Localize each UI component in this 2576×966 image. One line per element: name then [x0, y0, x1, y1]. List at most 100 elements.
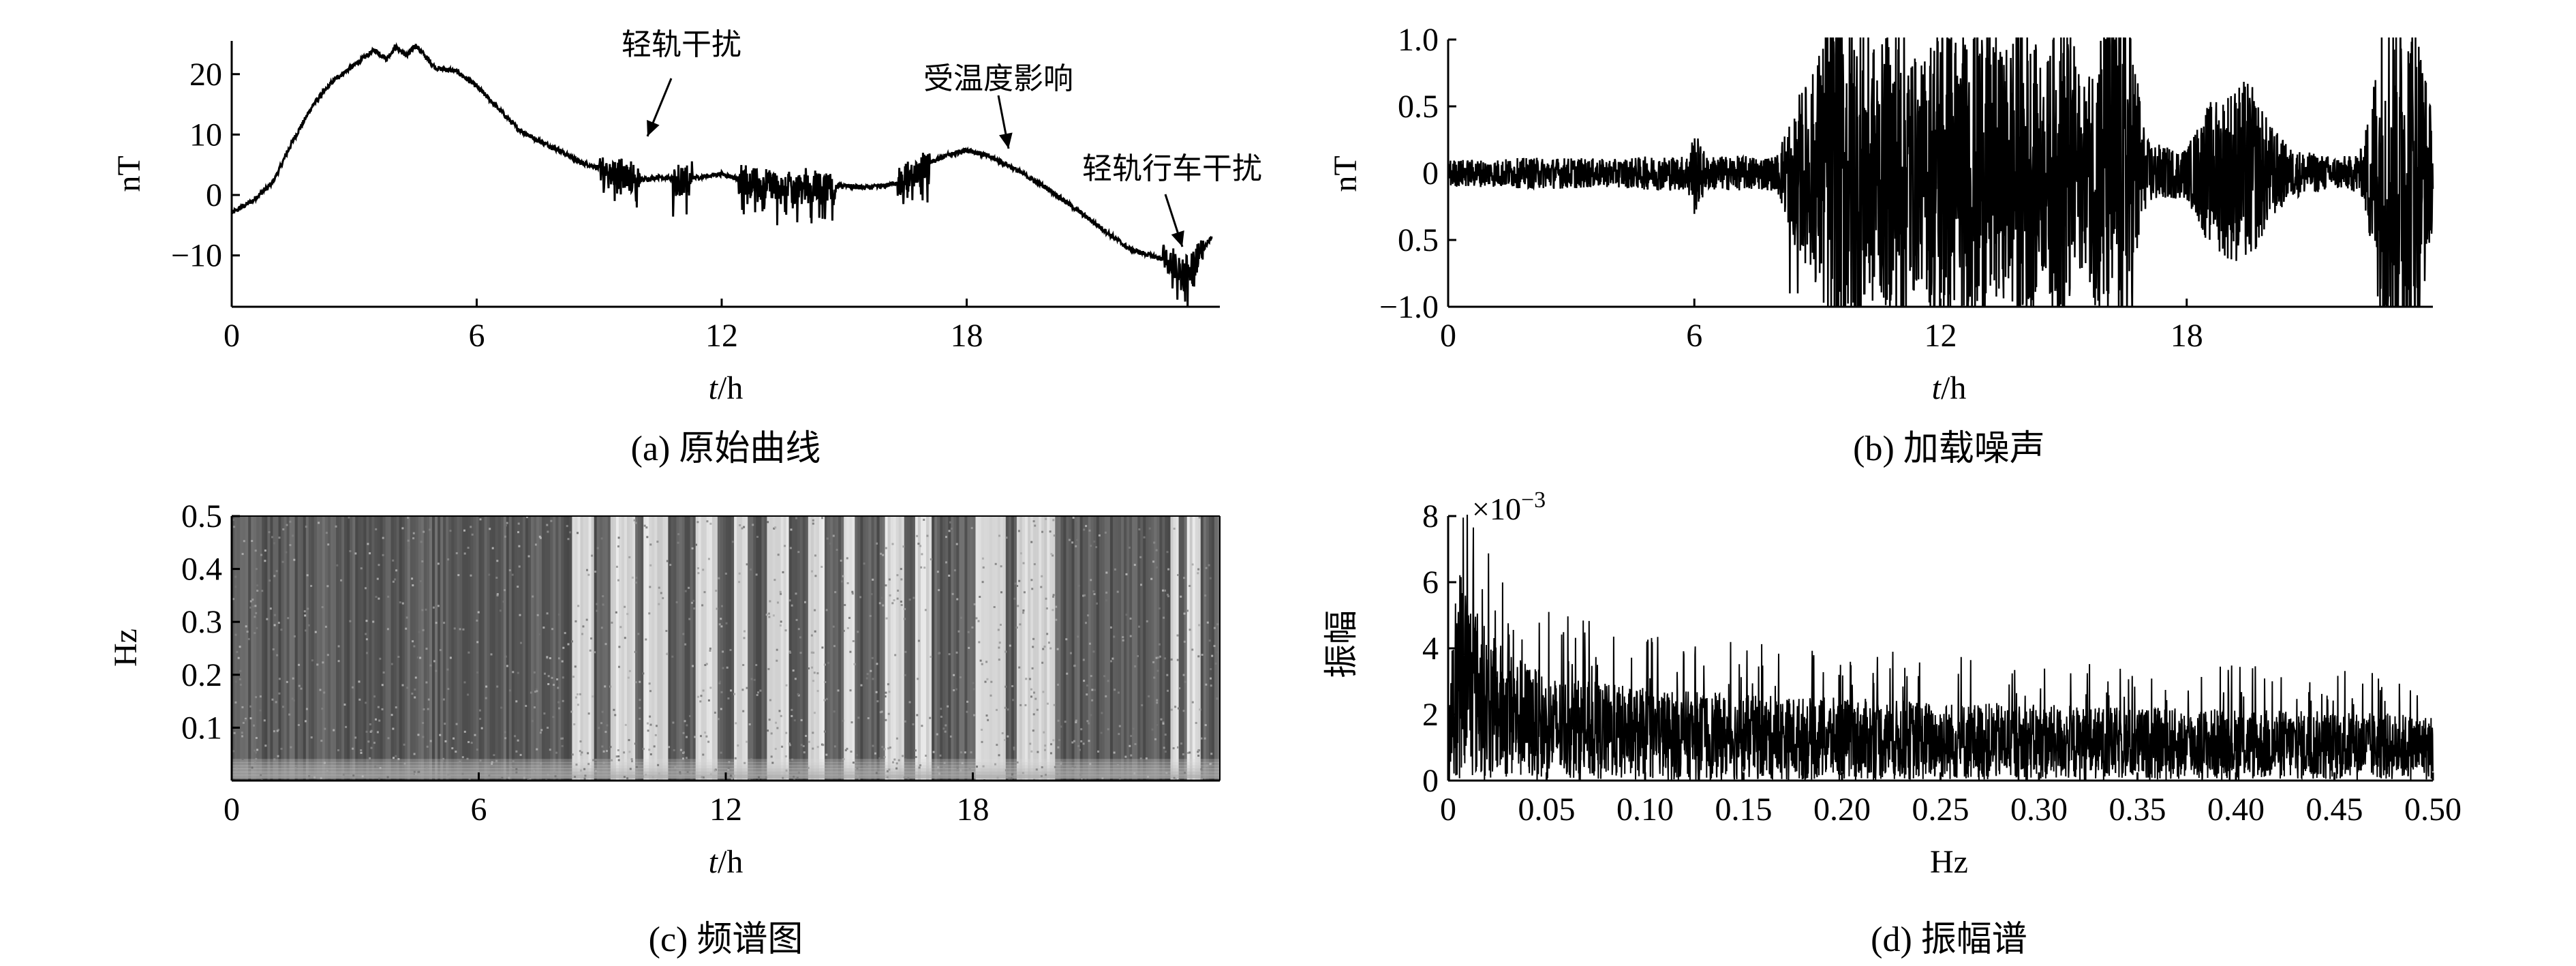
spectrogram-speckle: [998, 754, 1000, 757]
spectrogram-column: [1129, 516, 1133, 781]
spectrogram-speckle: [476, 619, 478, 622]
spectrogram-column: [657, 516, 660, 781]
spectrogram-speckle: [1122, 636, 1124, 639]
spectrogram-speckle: [774, 748, 777, 750]
spectrogram-column: [596, 516, 600, 781]
spectrogram-speckle: [999, 624, 1002, 626]
spectrogram-speckle: [639, 718, 641, 720]
spectrogram-speckle: [342, 773, 345, 776]
spectrogram-speckle: [767, 521, 769, 524]
spectrogram-speckle: [577, 704, 579, 706]
spectrogram-column: [1085, 516, 1089, 781]
spectrogram-speckle: [455, 552, 458, 554]
spectrogram-column: [1082, 516, 1086, 781]
spectrogram-speckle: [408, 547, 410, 549]
spectrogram-speckle: [1200, 768, 1203, 770]
spectrogram-speckle: [951, 592, 954, 595]
panel-d-amplitude-spectrum: 0 0.05 0.10 0.15 0.20 0.25 0.30 0.35 0.40 0.45 0.5…: [1322, 487, 2462, 959]
spectrogram-column: [536, 516, 540, 781]
spectrogram-column: [934, 516, 938, 781]
spectrogram-speckle: [1122, 639, 1124, 642]
spectrogram-speckle: [1083, 680, 1086, 682]
spectrogram-speckle: [733, 774, 735, 777]
spectrogram-column: [1217, 516, 1220, 781]
spectrogram-speckle: [936, 733, 938, 736]
spectrogram-speckle: [872, 744, 874, 747]
spectrogram-speckle: [437, 562, 440, 565]
spectrogram-speckle: [743, 526, 746, 528]
spectrogram-speckle: [827, 661, 829, 664]
spectrogram-column: [624, 516, 628, 781]
y-tick-label: 0.2: [181, 657, 222, 693]
spectrogram-speckle: [401, 602, 404, 605]
spectrogram-speckle: [591, 554, 594, 557]
spectrogram-speckle: [688, 586, 690, 589]
spectrogram-speckle: [1191, 701, 1194, 704]
spectrogram-speckle: [256, 749, 259, 751]
spectrogram-speckle: [259, 709, 262, 712]
spectrogram-speckle: [1075, 721, 1077, 723]
spectrogram-speckle: [379, 767, 382, 770]
spectrogram-speckle: [784, 629, 787, 632]
spectrogram-column: [517, 516, 521, 781]
spectrogram-column: [1167, 516, 1171, 781]
spectrogram-speckle: [785, 769, 788, 772]
spectrogram-speckle: [781, 745, 784, 748]
spectrogram-speckle: [973, 603, 976, 605]
spectrogram-speckle: [1105, 571, 1108, 574]
spectrogram-column: [410, 516, 414, 781]
spectrogram-speckle: [658, 586, 660, 589]
spectrogram-speckle: [251, 766, 254, 769]
spectrogram-speckle: [665, 630, 668, 632]
spectrogram-speckle: [648, 749, 651, 751]
spectrogram-speckle: [500, 706, 503, 709]
spectrogram-speckle: [1113, 751, 1116, 754]
spectrogram-speckle: [777, 601, 779, 604]
spectrogram-speckle: [584, 774, 587, 777]
spectrogram-speckle: [471, 533, 474, 536]
spectrogram-column: [772, 516, 776, 781]
spectrogram-speckle: [1162, 722, 1165, 725]
spectrogram-speckle: [530, 691, 532, 694]
spectrogram-speckle: [1145, 757, 1148, 760]
spectrogram-speckle: [583, 777, 586, 780]
spectrogram-speckle: [1025, 678, 1028, 680]
spectrogram-speckle: [721, 605, 723, 607]
spectrogram-speckle: [461, 756, 464, 759]
spectrogram-speckle: [738, 581, 741, 584]
spectrogram-speckle: [702, 753, 705, 756]
spectrogram-column: [917, 516, 921, 781]
spectrogram-speckle: [459, 628, 461, 631]
spectrogram-speckle: [1124, 768, 1126, 770]
spectrogram-speckle: [1005, 537, 1008, 539]
spectrogram-column: [248, 516, 251, 781]
spectrogram-speckle: [1011, 773, 1013, 776]
spectrogram-speckle: [709, 686, 712, 689]
spectrogram-column: [506, 516, 510, 781]
spectrogram-speckle: [587, 573, 590, 576]
spectrogram-speckle: [769, 600, 771, 603]
spectrogram-speckle: [289, 520, 292, 523]
spectrogram-speckle: [517, 531, 519, 534]
spectrogram-column: [267, 516, 271, 781]
spectrogram-column: [1211, 516, 1215, 781]
spectrogram-speckle: [628, 556, 631, 558]
spectrogram-column: [649, 516, 652, 781]
spectrogram-speckle: [1184, 772, 1186, 774]
spectrogram-speckle: [866, 763, 868, 766]
spectrogram-speckle: [614, 714, 617, 716]
spectrogram-speckle: [697, 572, 700, 575]
spectrogram-speckle: [1017, 530, 1020, 532]
spectrogram-column: [528, 516, 532, 781]
spectrogram-speckle: [324, 727, 326, 730]
spectrogram-speckle: [278, 678, 281, 680]
spectrogram-column: [621, 516, 625, 781]
spectrogram-speckle: [810, 651, 813, 654]
spectrogram-column: [690, 516, 694, 781]
spectrogram-speckle: [888, 578, 891, 581]
spectrogram-speckle: [851, 592, 854, 595]
spectrogram-column: [602, 516, 606, 781]
spectrogram-speckle: [462, 628, 465, 631]
spectrogram-column: [519, 516, 523, 781]
